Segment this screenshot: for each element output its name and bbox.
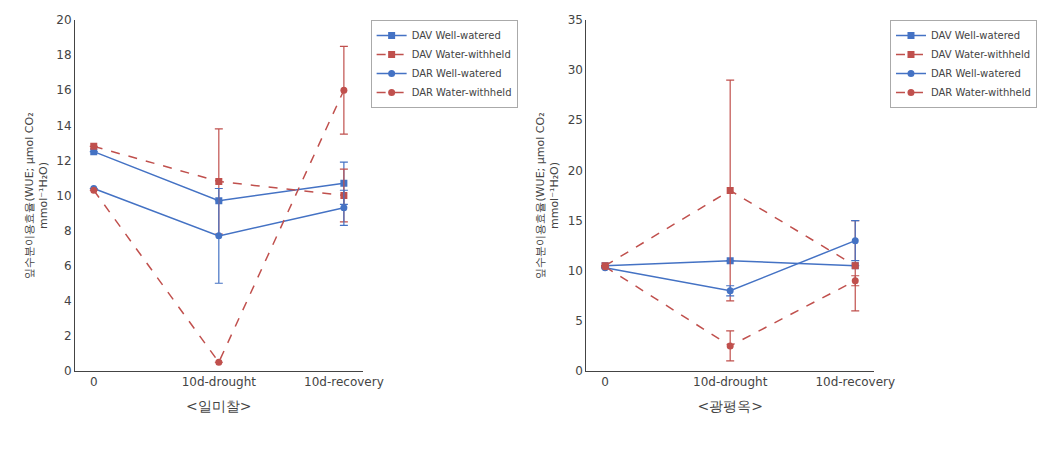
svg-text:5: 5 (575, 314, 583, 328)
svg-text:DAR Water-withheld: DAR Water-withheld (931, 87, 1031, 98)
svg-text:<일미찰>: <일미찰> (186, 398, 251, 414)
svg-text:10d-recovery: 10d-recovery (815, 375, 895, 389)
svg-text:16: 16 (56, 83, 71, 97)
svg-text:DAR Well-watered: DAR Well-watered (931, 68, 1021, 79)
svg-text:10d-recovery: 10d-recovery (304, 375, 384, 389)
svg-text:0: 0 (575, 364, 583, 378)
svg-text:14: 14 (56, 119, 71, 133)
svg-text:DAR Water-withheld: DAR Water-withheld (412, 87, 512, 98)
svg-text:10d-drought: 10d-drought (182, 375, 257, 389)
svg-text:25: 25 (568, 113, 583, 127)
svg-text:30: 30 (568, 63, 583, 77)
svg-text:2: 2 (64, 329, 72, 343)
svg-text:35: 35 (568, 13, 583, 27)
svg-text:10: 10 (56, 189, 71, 203)
svg-text:잎수분이용효율(WUE; μmol CO₂mmol⁻¹H₂O: 잎수분이용효율(WUE; μmol CO₂mmol⁻¹H₂O) (23, 112, 50, 278)
svg-text:20: 20 (568, 164, 583, 178)
svg-text:8: 8 (64, 224, 72, 238)
svg-text:잎수분이용효율(WUE; μmol CO₂mmol⁻¹H₂O: 잎수분이용효율(WUE; μmol CO₂mmol⁻¹H₂O) (534, 112, 561, 278)
svg-text:10: 10 (568, 264, 583, 278)
svg-text:20: 20 (56, 13, 71, 27)
svg-text:15: 15 (568, 214, 583, 228)
svg-text:DAV Water-withheld: DAV Water-withheld (412, 49, 511, 60)
svg-text:4: 4 (64, 294, 72, 308)
svg-text:DAV Well-watered: DAV Well-watered (412, 30, 501, 41)
svg-text:0: 0 (601, 375, 609, 389)
svg-text:12: 12 (56, 154, 71, 168)
svg-text:DAR Well-watered: DAR Well-watered (412, 68, 502, 79)
svg-text:6: 6 (64, 259, 72, 273)
svg-text:DAV Water-withheld: DAV Water-withheld (931, 49, 1030, 60)
svg-text:0: 0 (90, 375, 98, 389)
svg-text:DAV Well-watered: DAV Well-watered (931, 30, 1020, 41)
svg-text:10d-drought: 10d-drought (693, 375, 768, 389)
svg-text:0: 0 (64, 364, 72, 378)
svg-text:18: 18 (56, 48, 71, 62)
svg-text:<광평옥>: <광평옥> (697, 398, 762, 414)
